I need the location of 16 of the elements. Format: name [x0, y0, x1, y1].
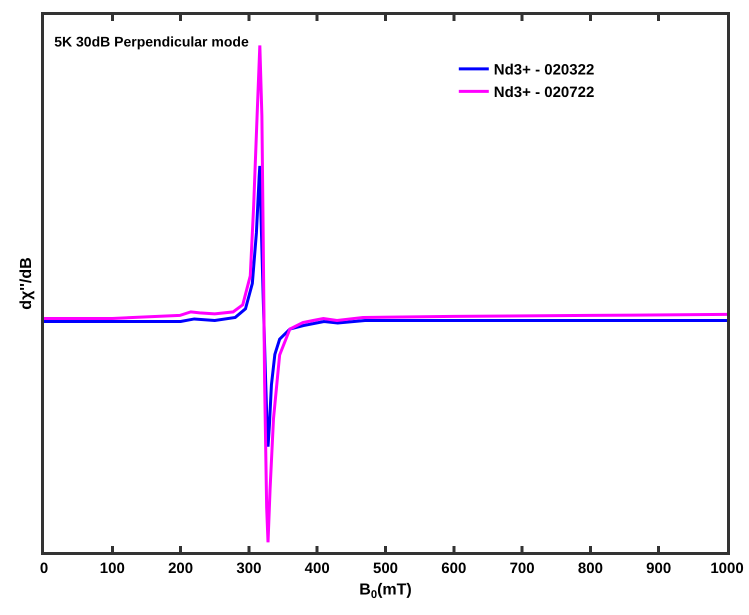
x-tick-label: 700 — [510, 560, 535, 577]
x-tick-label: 300 — [236, 560, 262, 577]
legend-label: Nd3+ - 020722 — [494, 84, 594, 102]
x-axis-title: B$_{0}$(mT) — [359, 582, 412, 602]
y-axis-title: dχ''/dB — [18, 257, 35, 310]
x-tick-label: 1000 — [710, 560, 744, 577]
x-tick-label: 0 — [40, 560, 48, 577]
x-tick-label: 500 — [372, 560, 398, 577]
chart-title: 5K 30dB Perpendicular mode — [54, 33, 249, 50]
x-tick-label: 900 — [646, 560, 672, 577]
legend-label: Nd3+ - 020322 — [494, 62, 594, 79]
x-tick-label: 100 — [100, 560, 125, 577]
x-tick-label: 800 — [578, 560, 603, 577]
x-tick-label: 600 — [441, 560, 466, 577]
x-tick-label: 400 — [304, 560, 330, 577]
x-tick-label: 200 — [168, 560, 194, 577]
